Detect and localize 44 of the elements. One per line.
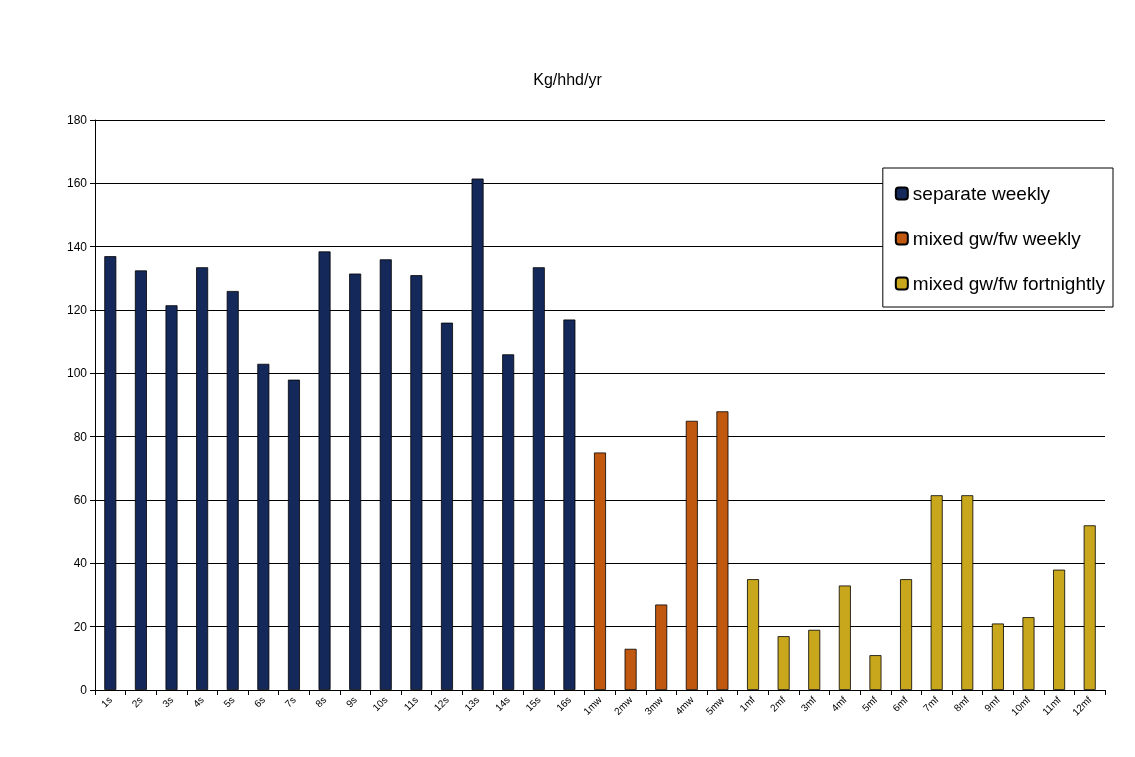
x-tick-label: 6mf	[890, 693, 911, 714]
x-tick-label: 8mf	[951, 693, 972, 714]
x-tick-label: 7mf	[921, 693, 941, 714]
x-tick-label: 13s	[462, 694, 482, 714]
x-tick-label: 2mf	[767, 693, 788, 714]
legend-label: mixed gw/fw fortnightly	[912, 273, 1106, 294]
x-tick-label: 4mf	[829, 693, 849, 714]
x-tick-label: 8s	[313, 694, 329, 710]
legend-label: separate weekly	[912, 183, 1051, 204]
x-tick-label: 5s	[221, 694, 237, 710]
bar	[624, 648, 637, 690]
y-tick-label: 180	[66, 113, 88, 127]
x-tick-label: 1s	[98, 694, 115, 710]
x-tick-label: 5mf	[859, 693, 880, 714]
y-tick-label: 20	[73, 619, 88, 634]
y-tick-label: 0	[80, 683, 88, 697]
y-tick-label: 100	[66, 366, 88, 381]
x-tick-label: 9mf	[982, 693, 1002, 714]
x-tick-label: 3s	[160, 694, 176, 710]
x-tick-label: 12s	[431, 694, 451, 714]
x-tick-label: 3mf	[798, 693, 819, 714]
x-tick-label: 16s	[554, 694, 574, 714]
y-tick-label: 60	[73, 493, 88, 507]
x-tick-label: 4mw	[673, 693, 697, 717]
bar	[808, 629, 821, 690]
x-tick-label: 6s	[251, 694, 268, 710]
bar	[869, 655, 882, 690]
x-tick-label: 4s	[190, 694, 207, 710]
bar	[777, 636, 790, 690]
y-tick-label: 140	[66, 239, 88, 254]
x-tick-label: 1mf	[737, 693, 758, 714]
chart-title: Kg/hhd/yr	[533, 70, 603, 88]
y-tick-label: 160	[66, 176, 88, 191]
x-tick-label: 10s	[370, 694, 390, 714]
x-tick-label: 9s	[343, 694, 360, 710]
x-tick-label: 11s	[401, 694, 421, 713]
x-tick-label: 7s	[282, 694, 298, 710]
y-tick-label: 40	[73, 556, 88, 571]
x-tick-label: 2s	[129, 694, 145, 710]
y-tick-label: 120	[66, 303, 88, 317]
x-tick-label: 14s	[492, 694, 513, 714]
legend-label: mixed gw/fw weekly	[912, 228, 1082, 249]
y-tick-label: 80	[73, 429, 88, 444]
x-tick-label: 15s	[523, 694, 543, 714]
